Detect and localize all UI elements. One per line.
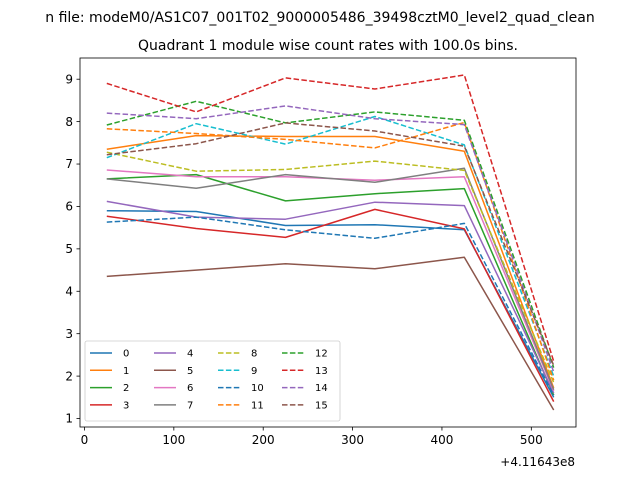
legend-label-5: 5 [187, 366, 193, 377]
series-line-9 [106, 115, 555, 377]
legend-label-11: 11 [251, 401, 264, 412]
y-tick-label: 2 [65, 369, 73, 383]
series-line-1 [106, 134, 555, 389]
legend-label-10: 10 [251, 383, 264, 394]
legend-label-2: 2 [123, 383, 129, 394]
y-tick-label: 3 [65, 327, 73, 341]
series-line-10 [106, 216, 555, 396]
y-tick-label: 4 [65, 284, 73, 298]
legend-label-8: 8 [251, 349, 257, 360]
legend-label-14: 14 [315, 383, 328, 394]
x-tick-label: 0 [81, 433, 89, 447]
legend-label-15: 15 [315, 401, 328, 412]
y-tick-label: 7 [65, 157, 73, 171]
y-tick-label: 6 [65, 200, 73, 214]
x-tick-label: 400 [430, 433, 453, 447]
legend-label-12: 12 [315, 349, 328, 360]
plot-area [106, 74, 555, 411]
legend-label-3: 3 [123, 401, 129, 412]
legend-label-7: 7 [187, 401, 193, 412]
x-tick-label: 300 [341, 433, 364, 447]
x-tick-label: 200 [252, 433, 275, 447]
x-offset-label: +4.11643e8 [500, 455, 575, 469]
legend-label-6: 6 [187, 383, 193, 394]
legend-label-1: 1 [123, 366, 129, 377]
y-tick-label: 5 [65, 242, 73, 256]
chart-title: Quadrant 1 module wise count rates with … [138, 38, 518, 54]
x-tick-label: 100 [162, 433, 185, 447]
series-line-13 [106, 74, 555, 362]
series-line-5 [106, 256, 555, 411]
legend-box [84, 340, 341, 422]
series-line-12 [106, 100, 555, 368]
series-line-3 [106, 208, 555, 402]
y-tick-label: 1 [65, 412, 73, 426]
y-tick-label: 8 [65, 115, 73, 129]
figure-suptitle: n file: modeM0/AS1C07_001T02_9000005486_… [45, 10, 594, 26]
series-line-8 [106, 151, 555, 383]
legend-label-0: 0 [123, 349, 129, 360]
legend-label-9: 9 [251, 366, 257, 377]
axes-frame [79, 57, 577, 428]
series-line-14 [106, 105, 555, 373]
legend-label-4: 4 [187, 349, 193, 360]
legend-label-13: 13 [315, 366, 328, 377]
series-line-4 [106, 200, 555, 394]
y-tick-label: 9 [65, 72, 73, 86]
x-tick-label: 500 [520, 433, 543, 447]
series-line-15 [106, 122, 555, 366]
